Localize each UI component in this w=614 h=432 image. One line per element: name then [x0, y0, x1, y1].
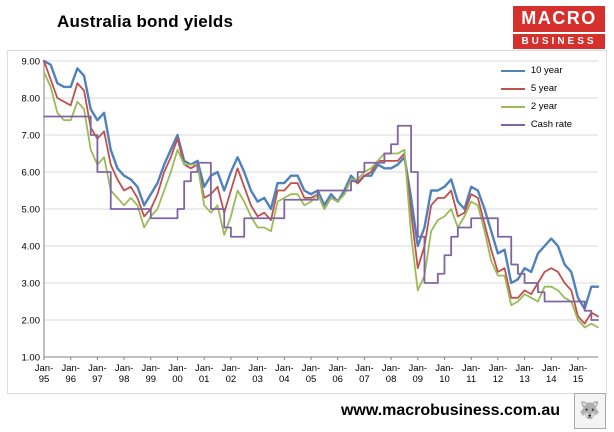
- x-axis-tick-label-year: 04: [279, 374, 290, 385]
- y-axis-tick-label: 4.00: [22, 242, 41, 253]
- legend-line-swatch: [500, 69, 525, 72]
- x-axis-tick-label-month: Jan-: [275, 363, 293, 374]
- legend-line-swatch: [500, 87, 525, 90]
- legend-label: 5 year: [530, 83, 558, 94]
- x-axis-tick-label-year: 99: [146, 374, 157, 385]
- x-axis-tick-label-year: 01: [199, 374, 210, 385]
- x-axis-tick-label-month: Jan-: [88, 363, 106, 374]
- x-axis-tick-label-year: 97: [92, 374, 103, 385]
- x-axis-tick-label-year: 02: [226, 374, 237, 385]
- x-axis-tick-label-month: Jan-: [168, 363, 186, 374]
- legend-item-10-year: 10 year: [500, 65, 572, 76]
- legend-item-cash-rate: Cash rate: [500, 119, 572, 130]
- x-axis-tick-label-year: 08: [386, 374, 397, 385]
- x-axis-tick-label-month: Jan-: [435, 363, 453, 374]
- x-axis-tick-label-year: 98: [119, 374, 130, 385]
- y-axis-tick-label: 9.00: [22, 57, 41, 68]
- x-axis-tick-label-year: 07: [359, 374, 370, 385]
- y-axis-tick-label: 3.00: [22, 279, 41, 290]
- macrobusiness-logo-line1: MACRO: [513, 6, 605, 32]
- legend-item-5-year: 5 year: [500, 83, 572, 94]
- x-axis-tick-label-month: Jan-: [222, 363, 240, 374]
- x-axis-tick-label-month: Jan-: [142, 363, 160, 374]
- x-axis-tick-label-month: Jan-: [382, 363, 400, 374]
- legend-item-2-year: 2 year: [500, 101, 572, 112]
- x-axis-tick-label-month: Jan-: [35, 363, 53, 374]
- chart-plot-area: 1.00 2.00 3.00 4.00 5.00 6.00 7.00 8.00 9.00 Jan-…: [22, 57, 600, 385]
- x-axis-tick-label-month: Jan-: [328, 363, 346, 374]
- x-axis-tick-label-year: 13: [519, 374, 530, 385]
- x-axis-tick-label-month: Jan-: [489, 363, 507, 374]
- x-axis-tick-label-month: Jan-: [302, 363, 320, 374]
- x-axis-tick-label-month: Jan-: [61, 363, 79, 374]
- x-axis-tick-label-year: 95: [39, 374, 50, 385]
- macrobusiness-logo: MACRO BUSINESS: [513, 6, 605, 49]
- x-axis-tick-label-month: Jan-: [515, 363, 533, 374]
- x-axis-tick-label-year: 14: [546, 374, 557, 385]
- y-axis-tick-label: 5.00: [22, 205, 41, 216]
- wolf-logo-icon: 🐺: [574, 393, 606, 429]
- legend-label: Cash rate: [530, 119, 572, 130]
- x-axis-tick-label-year: 11: [466, 374, 476, 385]
- x-axis-tick-label-year: 00: [172, 374, 183, 385]
- y-axis-tick-label: 8.00: [22, 94, 41, 105]
- y-axis-tick-label: 7.00: [22, 131, 41, 142]
- x-axis-tick-label-month: Jan-: [248, 363, 266, 374]
- x-axis-tick-label-year: 15: [573, 374, 584, 385]
- x-axis-tick-label-year: 05: [306, 374, 317, 385]
- x-axis-tick-label-month: Jan-: [195, 363, 213, 374]
- footer: www.macrobusiness.com.au 🐺: [341, 393, 606, 429]
- legend-label: 10 year: [530, 65, 563, 76]
- x-axis-tick-label-month: Jan-: [115, 363, 133, 374]
- series-line-2-year: [43, 71, 599, 329]
- x-axis-tick-label-year: 09: [412, 374, 423, 385]
- x-axis-tick-label-year: 12: [493, 374, 504, 385]
- series-line-cash-rate: [43, 115, 599, 321]
- x-axis-tick-label-month: Jan-: [409, 363, 427, 374]
- y-axis-tick-label: 1.00: [22, 353, 41, 364]
- bond-yields-chart: 1.00 2.00 3.00 4.00 5.00 6.00 7.00 8.00 9.00 Jan-…: [7, 50, 607, 394]
- x-axis-tick-label-month: Jan-: [569, 363, 587, 374]
- x-axis-tick-label-month: Jan-: [542, 363, 560, 374]
- x-axis-tick-label-year: 10: [439, 374, 450, 385]
- chart-legend: 10 year 5 year 2 year Cash rate: [500, 65, 572, 130]
- x-axis-tick-label-month: Jan-: [462, 363, 480, 374]
- macrobusiness-logo-line2: BUSINESS: [513, 34, 605, 49]
- y-axis-tick-label: 2.00: [22, 316, 41, 327]
- chart-header: Australia bond yields MACRO BUSINESS: [0, 0, 614, 50]
- x-axis-tick-label-month: Jan-: [355, 363, 373, 374]
- y-axis-tick-label: 6.00: [22, 168, 41, 179]
- x-axis-tick-label-year: 03: [252, 374, 263, 385]
- legend-label: 2 year: [530, 101, 558, 112]
- footer-url-link[interactable]: www.macrobusiness.com.au: [340, 402, 560, 419]
- x-axis-tick-label-year: 06: [332, 374, 343, 385]
- page-title: Australia bond yields: [57, 12, 234, 31]
- legend-line-swatch: [500, 123, 525, 126]
- series-line-10-year: [42, 59, 600, 311]
- legend-line-swatch: [500, 105, 525, 108]
- x-axis-tick-label-year: 96: [65, 374, 76, 385]
